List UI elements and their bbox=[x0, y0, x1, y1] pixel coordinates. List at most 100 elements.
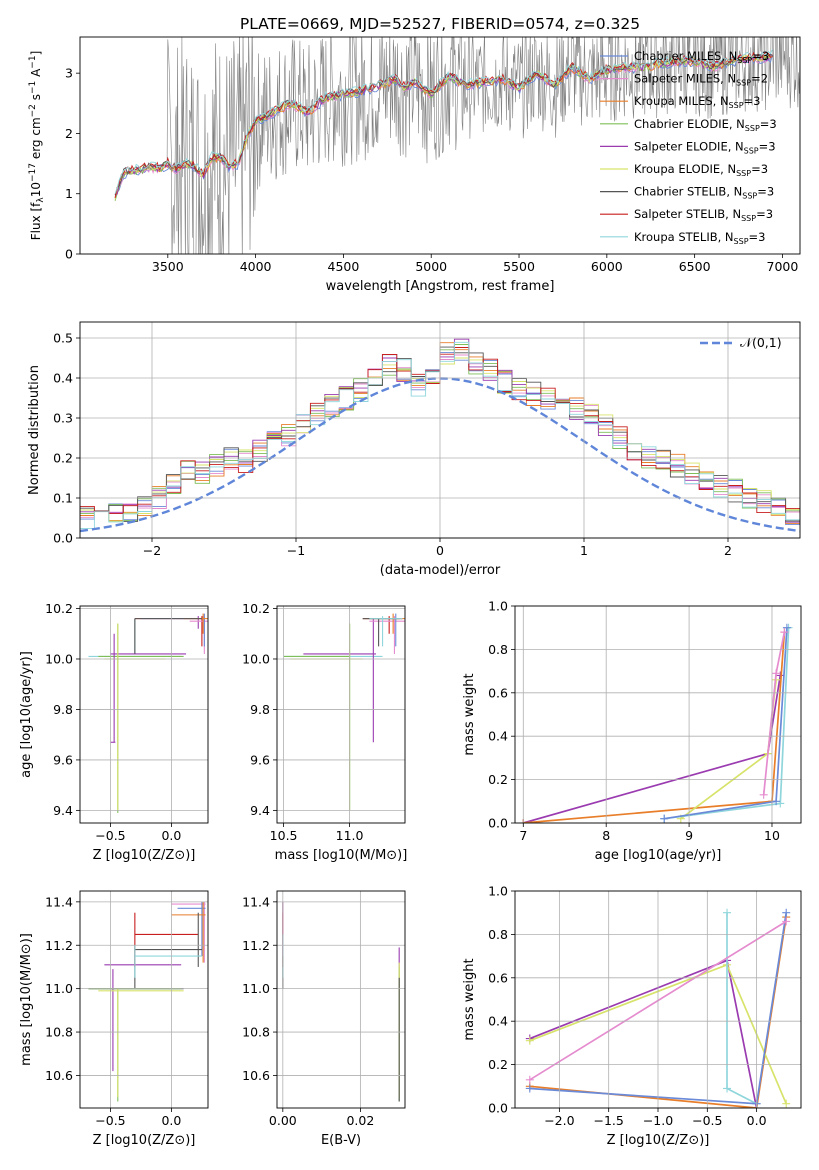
y-tick-label: 1 bbox=[65, 186, 73, 201]
y-tick-label: 11.4 bbox=[45, 894, 73, 909]
y-tick-label: 9.6 bbox=[250, 752, 270, 767]
x-axis-label: Z [log10(Z/Z⊙)] bbox=[607, 1133, 710, 1148]
x-tick-label: −0.5 bbox=[692, 1113, 722, 1128]
axes-frame bbox=[514, 605, 802, 824]
y-tick-label: 11.0 bbox=[242, 981, 270, 996]
y-tick-label: 9.8 bbox=[250, 702, 270, 717]
plot-area-age-vs-Z bbox=[88, 613, 208, 813]
model-line-9 bbox=[114, 49, 774, 194]
y-axis-label: age [log10(age/yr)] bbox=[19, 651, 34, 778]
x-tick-label: 0.00 bbox=[269, 1113, 297, 1128]
y-tick-label: 0.0 bbox=[488, 816, 508, 831]
y-tick-label: 1.0 bbox=[488, 884, 508, 899]
series-marker bbox=[776, 799, 785, 808]
y-tick-label: 1.0 bbox=[488, 599, 508, 614]
y-tick-label: 0 bbox=[65, 247, 73, 262]
x-tick-label: 9 bbox=[685, 828, 693, 843]
y-tick-label: 9.8 bbox=[53, 702, 73, 717]
x-tick-label: −1.5 bbox=[594, 1113, 624, 1128]
x-tick-label: −1.0 bbox=[643, 1113, 673, 1128]
series-marker bbox=[782, 623, 791, 632]
x-tick-label: 1 bbox=[580, 543, 588, 558]
y-tick-label: 10.0 bbox=[242, 651, 270, 666]
x-tick-label: 3500 bbox=[152, 259, 184, 274]
y-tick-label: 0.2 bbox=[53, 451, 73, 466]
series-marker bbox=[525, 1084, 534, 1093]
x-axis-label: E(B-V) bbox=[321, 1133, 361, 1148]
y-tick-label: 10.6 bbox=[242, 1068, 270, 1083]
legend-label: Chabrier STELIB, NSSP=3 bbox=[634, 185, 774, 201]
x-tick-label: −2.0 bbox=[544, 1113, 574, 1128]
axes-frame bbox=[79, 605, 209, 824]
y-tick-label: 10.8 bbox=[242, 1025, 270, 1040]
model-line-8 bbox=[114, 51, 773, 199]
series-marker bbox=[782, 917, 791, 926]
y-tick-label: 0.3 bbox=[53, 411, 73, 426]
axes-frame bbox=[79, 36, 801, 255]
series-marker bbox=[780, 628, 789, 637]
y-tick-label: 11.4 bbox=[242, 894, 270, 909]
y-axis-label: mass weight bbox=[462, 673, 477, 755]
y-tick-label: 0.4 bbox=[488, 1014, 508, 1029]
x-axis-label: Z [log10(Z/Z⊙)] bbox=[93, 1133, 196, 1148]
x-tick-label: 7 bbox=[519, 828, 527, 843]
y-tick-label: 11.0 bbox=[45, 981, 73, 996]
y-tick-label: 0.2 bbox=[488, 772, 508, 787]
panel-age-vs-mass: 10.5 11.0 9.4 9.6 9.8 10.0 10.2 mass [log10(M/M… bbox=[242, 601, 407, 863]
y-tick-label: 10.0 bbox=[45, 651, 73, 666]
y-tick-label: 11.2 bbox=[45, 938, 73, 953]
y-tick-label: 0.2 bbox=[488, 1057, 508, 1072]
panel-spectrum: 3500 4000 4500 5000 5500 6000 6500 7000 0 1 2 3 wave… bbox=[28, 36, 801, 294]
figure-title: PLATE=0669, MJD=52527, FIBERID=0574, z=0… bbox=[240, 15, 640, 33]
y-tick-label: 0.1 bbox=[53, 491, 73, 506]
model-line-4 bbox=[114, 53, 773, 202]
y-tick-label: 2 bbox=[65, 126, 73, 141]
y-tick-label: 9.6 bbox=[53, 752, 73, 767]
x-tick-label: 6000 bbox=[591, 259, 623, 274]
y-tick-label: 3 bbox=[65, 66, 73, 81]
series-marker bbox=[772, 669, 781, 678]
series-marker bbox=[525, 1075, 534, 1084]
y-tick-label: 0.0 bbox=[53, 531, 73, 546]
y-tick-label: 0.0 bbox=[488, 1101, 508, 1116]
panel-massweight-vs-age: 7 8 9 10 0.0 0.2 0.4 0.6 0.8 1.0 age [log10(age/yr… bbox=[462, 599, 802, 863]
x-tick-label: 0.0 bbox=[161, 1113, 181, 1128]
series-marker bbox=[782, 908, 791, 917]
y-tick-label: 0.6 bbox=[488, 970, 508, 985]
x-axis-label: (data-model)/error bbox=[380, 563, 501, 578]
series-marker bbox=[782, 1099, 791, 1108]
x-tick-label: −0.5 bbox=[95, 828, 125, 843]
legend-label: Salpeter ELODIE, NSSP=3 bbox=[634, 139, 776, 155]
panel-residuals: −2 −1 0 1 2 0.0 0.1 0.2 0.3 0.4 0.5 (data-model)/er… bbox=[27, 321, 801, 578]
x-tick-label: 0.02 bbox=[346, 1113, 374, 1128]
x-tick-label: 11.0 bbox=[336, 828, 364, 843]
axes-frame bbox=[514, 890, 802, 1109]
legend-label: Kroupa STELIB, NSSP=3 bbox=[634, 230, 765, 246]
legend-label: 𝒩(0,1) bbox=[740, 335, 782, 350]
y-tick-label: 0.4 bbox=[488, 729, 508, 744]
legend-label: Salpeter MILES, NSSP=2 bbox=[634, 72, 768, 88]
x-tick-label: 5000 bbox=[415, 259, 447, 274]
x-tick-label: 5500 bbox=[503, 259, 535, 274]
x-axis-label: mass [log10(M/M⊙)] bbox=[275, 848, 408, 863]
y-tick-label: 10.6 bbox=[45, 1068, 73, 1083]
x-tick-label: 10.5 bbox=[270, 828, 298, 843]
legend-label: Kroupa ELODIE, NSSP=3 bbox=[634, 162, 768, 178]
x-axis-label: Z [log10(Z/Z⊙)] bbox=[93, 848, 196, 863]
y-tick-label: 10.2 bbox=[45, 601, 73, 616]
legend-label: Chabrier MILES, NSSP=3 bbox=[634, 49, 769, 65]
y-axis-label: Flux [fλ10−17 erg cm−2 s−1 A−1] bbox=[28, 51, 46, 241]
plot-area-spectrum bbox=[114, 37, 800, 254]
y-tick-label: 10.2 bbox=[242, 601, 270, 616]
x-tick-label: 0.0 bbox=[161, 828, 181, 843]
y-tick-label: 9.4 bbox=[53, 803, 73, 818]
y-tick-label: 9.4 bbox=[250, 803, 270, 818]
y-tick-label: 10.8 bbox=[45, 1025, 73, 1040]
series-marker bbox=[660, 814, 669, 823]
x-tick-label: 4500 bbox=[328, 259, 360, 274]
y-tick-label: 0.5 bbox=[53, 331, 73, 346]
y-tick-label: 0.8 bbox=[488, 642, 508, 657]
x-tick-label: 10 bbox=[764, 828, 780, 843]
series-marker bbox=[525, 1036, 534, 1045]
